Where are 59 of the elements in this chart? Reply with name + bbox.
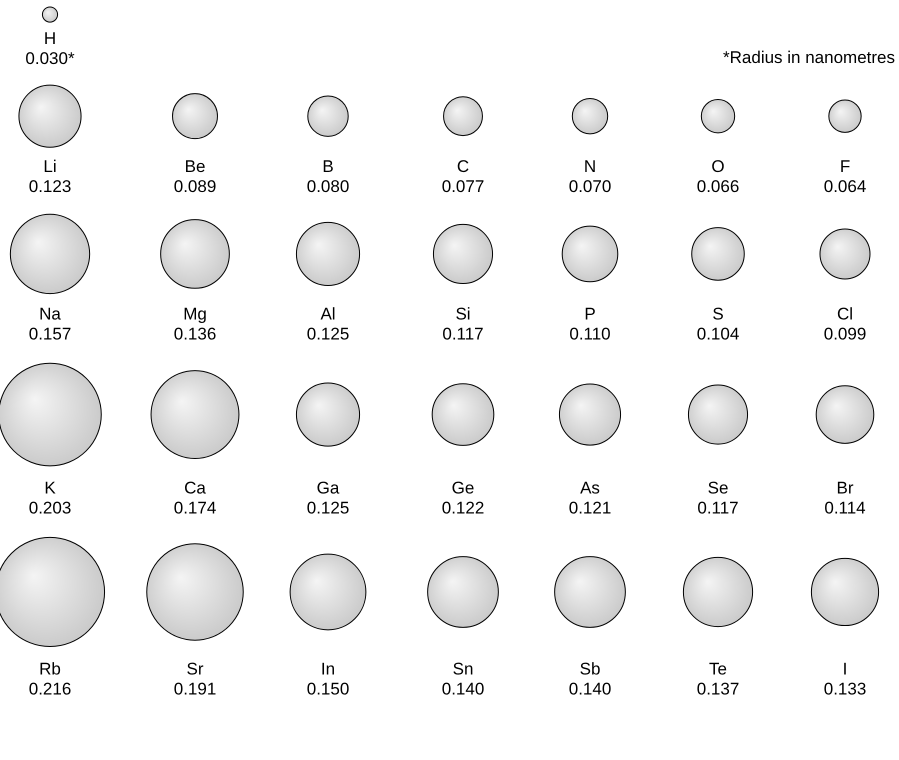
category-label: K xyxy=(44,478,56,498)
category-label: F xyxy=(840,157,850,176)
category-label: Sb xyxy=(580,660,600,679)
data-label: 0.114 xyxy=(824,498,866,518)
category-label: Br xyxy=(836,478,854,498)
category-label: P xyxy=(584,304,596,324)
data-label: 0.122 xyxy=(442,498,484,518)
data-label: 0.150 xyxy=(306,680,350,699)
data-label: 0.117 xyxy=(442,324,484,344)
category-label: Sr xyxy=(186,660,204,679)
data-label: 0.137 xyxy=(696,680,740,699)
category-label: N xyxy=(584,157,596,176)
category-label: In xyxy=(320,660,336,679)
data-label: 0.136 xyxy=(174,324,216,344)
data-label: 0.203 xyxy=(28,498,72,518)
data-label: 0.110 xyxy=(569,324,611,344)
category-label: Be xyxy=(184,157,206,176)
category-label: Rb xyxy=(39,660,61,679)
data-label: 0.030* xyxy=(25,49,75,68)
data-label: 0.123 xyxy=(28,177,72,196)
data-label: 0.066 xyxy=(696,177,740,196)
category-label: Mg xyxy=(183,304,207,324)
category-label: Al xyxy=(320,304,336,324)
data-label: 0.191 xyxy=(174,680,216,699)
category-label: I xyxy=(842,660,848,679)
data-label: 0.140 xyxy=(442,680,484,699)
data-label: 0.064 xyxy=(824,177,866,196)
data-label: 0.077 xyxy=(442,177,484,196)
data-label: 0.121 xyxy=(568,498,612,518)
data-label: 0.104 xyxy=(696,324,740,344)
data-label: 0.117 xyxy=(697,498,739,518)
data-label: 0.216 xyxy=(28,680,72,699)
data-label: 0.080 xyxy=(306,177,350,196)
category-label: Se xyxy=(708,478,728,498)
data-label: 0.140 xyxy=(568,680,612,699)
category-label: Li xyxy=(43,157,57,176)
category-label: Sn xyxy=(452,660,474,679)
category-label: B xyxy=(322,157,334,176)
category-label: S xyxy=(712,304,724,324)
data-label: 0.125 xyxy=(306,324,350,344)
data-label: 0.174 xyxy=(174,498,216,518)
category-label: C xyxy=(456,157,470,176)
category-label: Si xyxy=(455,304,471,324)
category-label: Ca xyxy=(184,478,206,498)
category-label: Te xyxy=(709,660,727,679)
text: *Radius in nanometres xyxy=(723,48,895,67)
data-label: 0.089 xyxy=(174,177,216,196)
data-label: 0.133 xyxy=(824,680,866,699)
category-label: O xyxy=(711,157,725,176)
category-label: Na xyxy=(39,304,62,324)
category-label: As xyxy=(580,478,600,498)
category-label: H xyxy=(44,29,56,48)
data-label: 0.125 xyxy=(306,498,350,518)
data-label: 0.099 xyxy=(824,324,866,344)
data-label: 0.157 xyxy=(28,324,72,344)
category-label: Ga xyxy=(316,478,340,498)
category-label: Cl xyxy=(836,304,854,324)
category-label: Ge xyxy=(452,478,474,498)
data-label: 0.070 xyxy=(568,177,612,196)
